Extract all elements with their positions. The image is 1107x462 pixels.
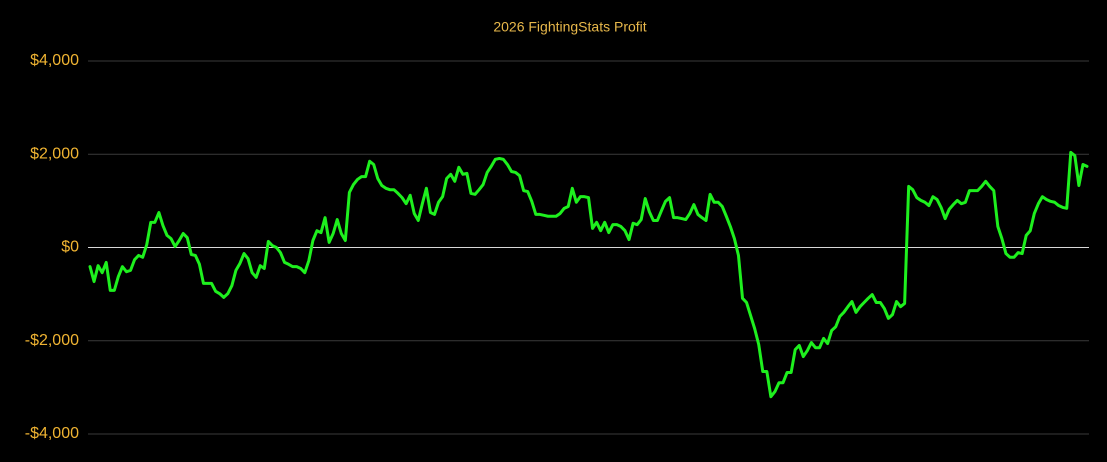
chart-title: 2026 FightingStats Profit bbox=[493, 19, 646, 35]
y-tick-label: $4,000 bbox=[30, 52, 79, 69]
y-tick-label: -$4,000 bbox=[25, 425, 79, 442]
line-series bbox=[88, 150, 1089, 399]
y-tick-label: -$2,000 bbox=[25, 332, 79, 349]
y-tick-label: $0 bbox=[61, 239, 79, 256]
y-tick-label: $2,000 bbox=[30, 145, 79, 162]
